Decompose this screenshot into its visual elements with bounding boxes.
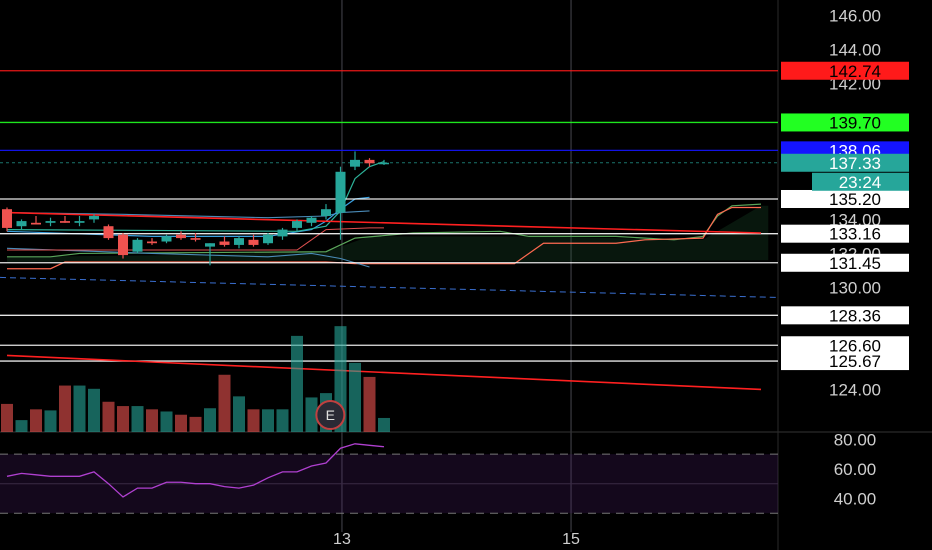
countdown-text: 23:24 — [839, 173, 882, 192]
support-dashed-line — [0, 276, 779, 298]
volume-bar — [175, 414, 187, 432]
candle-body[interactable] — [190, 238, 201, 240]
candle-body[interactable] — [89, 216, 99, 220]
candle-body[interactable] — [147, 241, 157, 244]
earnings-marker[interactable] — [315, 400, 346, 430]
price-label-text: 125.67 — [829, 352, 881, 371]
volume-bar — [102, 401, 115, 432]
candle-body[interactable] — [306, 217, 317, 223]
candle-body[interactable] — [248, 239, 259, 245]
volume-bar — [44, 410, 57, 432]
candle-body[interactable] — [2, 209, 12, 228]
price-label-box[interactable] — [781, 61, 909, 80]
candle-body[interactable] — [321, 209, 331, 216]
volume-bar — [378, 417, 390, 432]
price-label-box[interactable] — [781, 336, 909, 355]
volume-bar — [88, 388, 100, 432]
volume-bar — [59, 385, 71, 432]
leading-span-b — [7, 206, 761, 270]
price-axis-tick: 124.00 — [829, 380, 881, 399]
price-label-text: 135.20 — [829, 190, 881, 209]
candle-body[interactable] — [335, 171, 346, 213]
candle-body[interactable] — [234, 238, 244, 245]
candle-body[interactable] — [379, 162, 389, 165]
price-label-text: 128.36 — [829, 306, 881, 325]
volume-bar — [15, 420, 28, 432]
price-label-text: 133.16 — [829, 225, 881, 244]
volume-bar — [218, 374, 231, 432]
volume-bar — [189, 416, 202, 432]
candle-body[interactable] — [16, 221, 27, 227]
volume-bar — [247, 409, 260, 432]
candle-body[interactable] — [60, 221, 70, 223]
volume-bar — [305, 397, 318, 432]
price-axis-tick: 134.00 — [829, 210, 881, 229]
price-axis-tick: 130.00 — [829, 278, 881, 297]
candle-body[interactable] — [45, 221, 56, 223]
date-axis-label: 13 — [333, 531, 351, 548]
candle-body[interactable] — [74, 221, 85, 223]
price-axis-tick: 146.00 — [829, 6, 881, 25]
volume-bar — [276, 409, 289, 432]
candle-body[interactable] — [132, 239, 143, 252]
date-axis-label: 15 — [562, 531, 580, 548]
candle-body[interactable] — [277, 229, 288, 237]
price-label-box[interactable] — [781, 352, 909, 371]
volume-bar — [291, 335, 303, 432]
rsi-axis-tick: 80.00 — [834, 430, 877, 449]
price-label-text: 139.70 — [829, 113, 881, 132]
candle-body[interactable] — [31, 222, 41, 225]
candle-body[interactable] — [292, 221, 302, 228]
rsi-line — [6, 443, 385, 498]
volume-bar — [117, 406, 129, 432]
ichimoku-cloud — [7, 205, 769, 262]
candle-body[interactable] — [219, 241, 230, 245]
price-label-box[interactable] — [781, 253, 909, 272]
candle-body[interactable] — [205, 243, 215, 247]
price-label-text: 131.45 — [829, 254, 881, 273]
volume-bar — [233, 396, 245, 432]
volume-bar — [146, 409, 158, 432]
volume-bar — [131, 406, 144, 432]
candle-body[interactable] — [364, 159, 375, 164]
volume-bar — [73, 385, 86, 432]
candle-body[interactable] — [103, 226, 114, 239]
price-label-text: 137.33 — [829, 154, 881, 173]
price-label-text: 142.74 — [829, 62, 881, 81]
price-label-box[interactable] — [781, 306, 909, 325]
candle-body[interactable] — [350, 159, 360, 167]
candle-body[interactable] — [176, 234, 186, 239]
volume-bar — [1, 403, 13, 432]
base-line — [7, 227, 384, 251]
countdown-box — [812, 172, 909, 191]
rsi-axis-tick: 40.00 — [834, 489, 877, 508]
volume-bar — [160, 411, 173, 432]
candle-body[interactable] — [263, 234, 273, 244]
volume-bar — [204, 408, 216, 432]
trendline[interactable] — [6, 211, 762, 234]
trendline[interactable] — [6, 354, 762, 391]
rsi-axis-tick: 60.00 — [834, 460, 877, 479]
price-label-text: 126.60 — [829, 336, 881, 355]
price-label-box[interactable] — [781, 153, 909, 172]
candle-body[interactable] — [118, 234, 128, 256]
volume-bar — [30, 409, 42, 432]
price-label-box[interactable] — [781, 113, 909, 132]
price-axis-tick: 144.00 — [829, 40, 881, 59]
volume-bar — [363, 376, 376, 432]
price-label-box[interactable] — [781, 224, 909, 243]
volume-bar — [349, 362, 361, 432]
price-label-box[interactable] — [781, 189, 909, 208]
earnings-marker-label: E — [326, 407, 335, 423]
volume-bar — [262, 409, 274, 432]
candle-body[interactable] — [161, 236, 172, 242]
